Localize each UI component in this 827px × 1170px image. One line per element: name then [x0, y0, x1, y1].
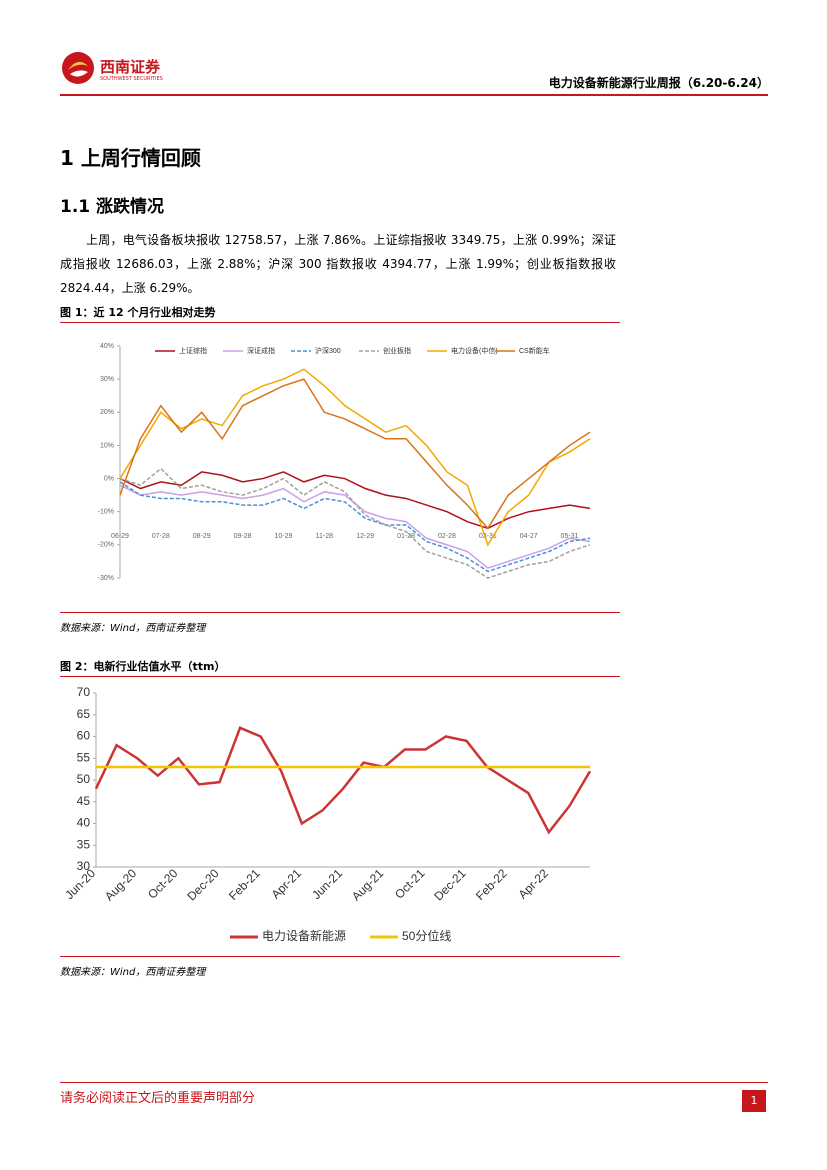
x-tick-label: Dec-20: [184, 866, 221, 903]
series-line: [119, 378, 591, 530]
y-tick-label: 30%: [100, 376, 114, 383]
y-tick-label: -20%: [98, 542, 114, 549]
y-tick-label: 40: [77, 816, 91, 830]
figure-source: 数据来源：Wind，西南证券整理: [60, 967, 206, 978]
x-tick-label: Feb-21: [226, 866, 263, 903]
page-number: 1: [742, 1090, 766, 1112]
y-tick-label: 35: [77, 837, 91, 851]
logo: [62, 52, 94, 84]
legend-label: CS新能车: [519, 346, 550, 355]
x-tick-label: Aug-20: [102, 866, 139, 903]
y-tick-label: 40%: [100, 343, 114, 350]
figure-source: 数据来源：Wind，西南证券整理: [60, 623, 206, 634]
y-tick-label: -30%: [98, 575, 114, 582]
x-tick-label: 07-28: [152, 533, 170, 540]
section-heading: 1 上周行情回顾: [60, 146, 201, 170]
y-tick-label: 70: [77, 685, 91, 699]
report-title: 电力设备新能源行业周报（6.20-6.24）: [548, 76, 769, 90]
y-tick-label: 20%: [100, 409, 114, 416]
x-tick-label: 12-29: [356, 533, 374, 540]
series-line: [94, 726, 592, 835]
x-tick-label: 09-28: [234, 533, 252, 540]
series-line: [119, 467, 591, 579]
x-tick-label: 06-29: [111, 533, 129, 540]
y-tick-label: 10%: [100, 442, 114, 449]
subsection-heading: 1.1 涨跌情况: [60, 197, 165, 217]
brand: 西南证券: [100, 58, 161, 76]
source-rule: [60, 612, 620, 613]
series-line: [119, 471, 591, 530]
y-tick-label: 30: [77, 859, 91, 873]
footer-rule: [60, 1082, 768, 1083]
legend-label: 50分位线: [402, 928, 451, 943]
legend-label: 上证综指: [179, 346, 207, 355]
x-tick-label: Aug-21: [349, 866, 386, 903]
series-line: [119, 368, 591, 547]
y-tick-label: 60: [77, 729, 91, 743]
x-tick-label: Apr-21: [269, 866, 305, 902]
y-tick-label: 55: [77, 750, 91, 764]
x-tick-label: 01-28: [397, 533, 415, 540]
y-tick-label: -10%: [98, 509, 114, 516]
series-line: [119, 484, 591, 569]
figure-caption: 图 1：近 12 个月行业相对走势: [60, 306, 216, 319]
series-line: [119, 481, 591, 573]
y-tick-label: 65: [77, 707, 91, 721]
chart: 40% 30% 20% 10% 0% -10% -20% -30% 06-29 07-28 08-2…: [98, 343, 591, 582]
x-tick-label: Feb-22: [473, 866, 510, 903]
x-tick-label: 10-29: [275, 533, 293, 540]
x-tick-label: Apr-22: [516, 866, 552, 902]
caption-rule: [60, 322, 620, 323]
legend-label: 沪深300: [315, 346, 341, 355]
brand-en: SOUTHWEST SECURITIES: [100, 76, 163, 82]
caption-rule: [60, 676, 620, 677]
x-tick-label: Oct-21: [392, 866, 428, 902]
x-tick-label: 05-31: [561, 533, 579, 540]
paragraph: 上周，电气设备板块报收 12758.57，上涨 7.86%。上证综指报收 334…: [60, 233, 616, 295]
source-rule: [60, 956, 620, 957]
legend-label: 创业板指: [383, 346, 411, 355]
x-tick-label: Oct-20: [145, 866, 181, 902]
footer-notice: 请务必阅读正文后的重要声明部分: [60, 1091, 256, 1106]
x-tick-label: 11-28: [316, 533, 333, 540]
legend-label: 电力设备新能源: [262, 928, 346, 943]
x-tick-label: 08-29: [193, 533, 211, 540]
x-tick-label: Dec-21: [431, 866, 468, 903]
y-tick-label: 50: [77, 772, 91, 786]
x-tick-label: 02-28: [438, 533, 456, 540]
figure-caption: 图 2：电新行业估值水平（ttm）: [60, 660, 226, 673]
x-tick-label: 04-27: [520, 533, 538, 540]
y-tick-label: 0%: [104, 475, 114, 482]
x-tick-label: Jun-21: [309, 866, 345, 902]
y-tick-label: 45: [77, 794, 91, 808]
x-tick-label: 03-31: [479, 533, 497, 540]
legend-label: 电力设备(中信): [451, 346, 498, 355]
header-rule: [60, 94, 768, 96]
legend-label: 深证成指: [247, 346, 275, 355]
